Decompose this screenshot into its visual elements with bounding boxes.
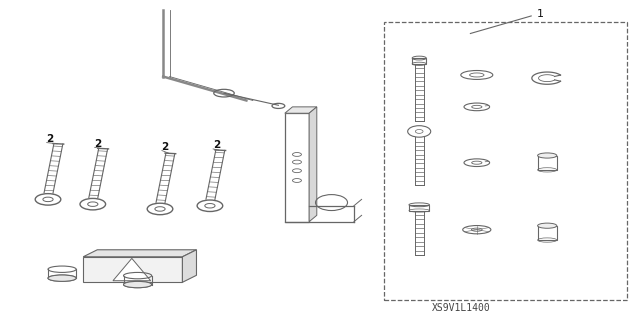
Bar	[409, 205, 429, 211]
Ellipse shape	[124, 281, 152, 288]
Text: 2: 2	[161, 142, 169, 152]
Ellipse shape	[538, 153, 557, 158]
Ellipse shape	[538, 223, 557, 228]
Bar	[285, 113, 309, 222]
Text: 2: 2	[212, 140, 220, 150]
Polygon shape	[285, 107, 317, 113]
Text: 2: 2	[94, 138, 102, 149]
Polygon shape	[83, 250, 196, 257]
Bar	[538, 156, 557, 170]
Polygon shape	[309, 107, 317, 222]
Ellipse shape	[48, 275, 76, 281]
Bar	[83, 257, 182, 282]
Bar	[538, 226, 557, 240]
Polygon shape	[182, 250, 196, 282]
Text: 1: 1	[538, 9, 544, 19]
Bar	[384, 22, 627, 300]
Text: 2: 2	[46, 134, 54, 144]
Text: XS9V1L1400: XS9V1L1400	[431, 303, 490, 313]
Bar	[412, 58, 426, 64]
Polygon shape	[113, 258, 150, 281]
